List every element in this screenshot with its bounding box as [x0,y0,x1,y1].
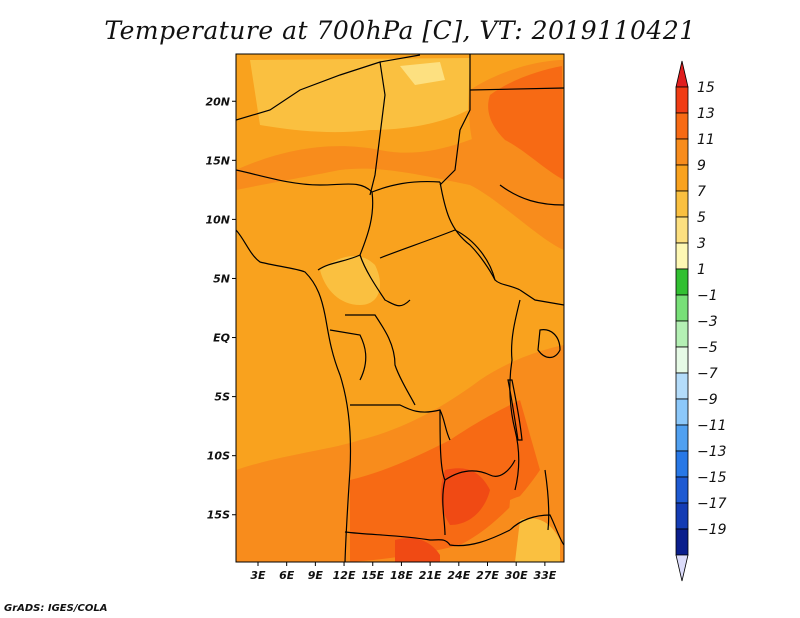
field-hot-northeast [488,66,564,180]
border-east [519,289,564,306]
colorbar-label: −7 [697,366,718,382]
colorbar-label: −9 [697,392,718,408]
colorbar-label: −1 [697,288,718,304]
coastline-west-africa [236,229,352,562]
colorbar-swatch [675,346,689,374]
colorbar-label: 7 [697,184,706,200]
field-hottest-south [440,468,490,525]
lat-tick-label: EQ [213,332,230,345]
colorbar-swatch [675,450,689,478]
lat-tick-label: 15N [205,154,230,167]
colorbar-top-arrow [675,60,689,88]
border-car-south [379,229,521,291]
colorbar-swatch [675,112,689,140]
colorbar-swatch [675,320,689,348]
border-north-3 [439,54,471,186]
colorbar-label: 13 [697,106,715,122]
lon-tick-label: 6E [279,569,295,582]
colorbar-swatch [675,294,689,322]
border-nigeria-east [317,191,374,271]
colorbar-swatch [675,138,689,166]
border-sahel [236,169,441,193]
border-east-drc [509,299,521,491]
longitude-axis: 3E 6E 9E 12E 15E 18E 21E 24E 27E 30E 33E [250,562,557,582]
colorbar-label: 5 [697,210,706,226]
colorbar-label: −19 [697,522,727,538]
field-cool-southeast [515,518,560,562]
colorbar-swatch [675,242,689,270]
colorbar-label: −3 [697,314,718,330]
chart-title: Temperature at 700hPa [C], VT: 201911042… [104,16,696,45]
lon-tick-label: 33E [533,569,556,582]
lat-tick-label: 10N [205,213,230,226]
lon-tick-label: 3E [250,569,266,582]
colorbar-label: 3 [697,236,706,252]
lake-malawi [544,469,550,531]
lon-tick-label: 27E [476,569,499,582]
border-congo-drc [345,314,416,406]
lon-tick-label: 15E [361,569,384,582]
colorbar-bottom-arrow [675,554,689,582]
colorbar-label: 15 [697,80,715,96]
colorbar-swatch [675,528,689,556]
colorbar-label: −17 [697,496,727,512]
colorbar-label: 1 [697,262,706,278]
colorbar-label: −5 [697,340,718,356]
colorbar-swatch [675,398,689,426]
colorbar-swatch [675,476,689,504]
border-chad-car [439,181,496,281]
lat-tick-label: 15S [207,509,230,522]
field-coolest-north [400,62,445,85]
colorbar-swatch [675,216,689,244]
lat-tick-label: 20N [205,95,230,108]
border-southeast [509,514,564,546]
temperature-field [236,54,564,562]
lon-tick-label: 12E [333,569,356,582]
colorbar-swatch [675,190,689,218]
colorbar-label: −11 [697,418,727,434]
colorbar: 15 13 11 9 7 5 3 1 −1 −3 −5 −7 −9 −11 −13 −15 −17 −19 [675,60,727,582]
border-namibia [344,529,511,547]
colorbar-swatch [675,268,689,296]
border-northeast [469,87,564,91]
lon-tick-label: 18E [390,569,413,582]
lake-tanganyika [507,379,523,441]
lon-tick-label: 9E [308,569,324,582]
lake-victoria [537,329,561,359]
credit-label: GrADS: IGES/COLA [4,603,108,614]
border-sudan [499,184,564,206]
border-cameroon [359,254,411,307]
plot-frame [235,53,565,563]
latitude-axis: 20N 15N 10N 5N EQ 5S 10S 15S [205,95,236,522]
colorbar-swatch [675,372,689,400]
colorbar-swatch [675,86,689,114]
lat-tick-label: 5N [213,272,230,285]
colorbar-swatch [675,164,689,192]
colorbar-label: −15 [697,470,727,486]
lon-tick-label: 30E [505,569,528,582]
field-hottest-southwest [395,538,440,562]
border-zambia [444,459,516,481]
lon-tick-label: 24E [447,569,470,582]
lat-tick-label: 10S [207,450,230,463]
lon-tick-label: 21E [419,569,442,582]
colorbar-label: −13 [697,444,727,460]
borders-and-coastlines [236,54,564,562]
colorbar-swatch [675,502,689,530]
colorbar-swatch [675,424,689,452]
border-north-2 [369,61,386,196]
border-north-1 [236,54,421,121]
colorbar-label: 9 [697,158,706,174]
lat-tick-label: 5S [214,391,230,404]
border-gabon [329,329,367,381]
colorbar-label: 11 [697,132,715,148]
